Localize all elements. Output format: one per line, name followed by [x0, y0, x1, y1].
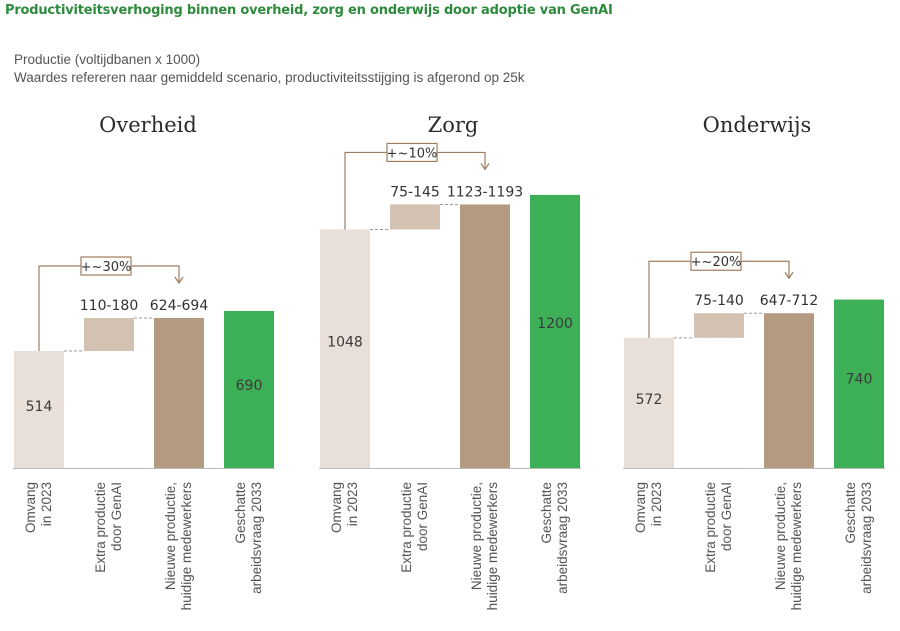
growth-arrow-icon-zorg [480, 163, 490, 171]
bar-nieuwe-onderwijs [764, 313, 814, 468]
category-label-geschatte-onderwijs: Geschattearbeidsvraag 2033 [843, 482, 874, 594]
category-label-omvang-overheid: Omvangin 2023 [23, 482, 54, 533]
data-label-nieuwe-zorg: 1123-1193 [447, 184, 523, 200]
bar-nieuwe-overheid [154, 318, 204, 468]
category-label-nieuwe-zorg: Nieuwe productie,huidige medewerkers [469, 482, 500, 611]
page-title: Productiviteitsverhoging binnen overheid… [5, 3, 613, 18]
bar-extra-zorg [390, 204, 440, 230]
data-label-extra-zorg: 75-145 [390, 184, 440, 200]
bar-extra-overheid [84, 318, 134, 352]
bar-extra-onderwijs [694, 313, 744, 338]
category-label-geschatte-overheid: Geschattearbeidsvraag 2033 [233, 482, 264, 594]
growth-label-zorg: +~10% [387, 146, 438, 161]
chart-subtitle-unit: Productie (voltijdbanen x 1000) [14, 52, 201, 67]
chart-subtitle-note: Waardes refereren naar gemiddeld scenari… [14, 70, 525, 85]
category-label-nieuwe-onderwijs: Nieuwe productie,huidige medewerkers [773, 482, 804, 611]
bar-nieuwe-zorg [460, 204, 510, 468]
bar-geschatte-overheid [224, 310, 274, 468]
category-label-geschatte-zorg: Geschattearbeidsvraag 2033 [539, 482, 570, 594]
bar-omvang-onderwijs [624, 337, 674, 468]
panel-title-onderwijs: Onderwijs [703, 113, 812, 137]
data-label-nieuwe-onderwijs: 647-712 [760, 293, 819, 309]
data-label-nieuwe-overheid: 624-694 [150, 298, 209, 314]
panel-title-zorg: Zorg [428, 113, 479, 137]
data-label-extra-onderwijs: 75-140 [694, 293, 744, 309]
data-label-omvang-zorg: 1048 [327, 335, 363, 351]
growth-box-onderwijs [690, 251, 742, 271]
category-label-omvang-onderwijs: Omvangin 2023 [633, 482, 664, 533]
growth-box-zorg [386, 142, 438, 163]
data-label-omvang-overheid: 514 [26, 399, 53, 415]
data-label-geschatte-overheid: 690 [236, 378, 263, 394]
data-label-omvang-onderwijs: 572 [636, 392, 663, 408]
growth-arrow-icon-overheid [174, 276, 184, 285]
bar-geschatte-onderwijs [834, 299, 884, 468]
category-label-extra-overheid: Extra productiedoor GenAI [93, 482, 124, 573]
growth-label-onderwijs: +~20% [691, 255, 742, 270]
growth-label-overheid: +~30% [81, 260, 132, 275]
bar-omvang-zorg [320, 229, 370, 468]
bar-omvang-overheid [14, 351, 64, 468]
category-label-extra-onderwijs: Extra productiedoor GenAI [703, 482, 734, 573]
bar-geschatte-zorg [530, 194, 580, 468]
category-label-nieuwe-overheid: Nieuwe productie,huidige medewerkers [163, 482, 194, 611]
data-label-geschatte-zorg: 1200 [537, 316, 573, 332]
panel-title-overheid: Overheid [99, 113, 197, 137]
category-label-extra-zorg: Extra productiedoor GenAI [399, 482, 430, 573]
data-label-extra-overheid: 110-180 [80, 298, 139, 314]
data-label-geschatte-onderwijs: 740 [846, 372, 873, 388]
category-label-omvang-zorg: Omvangin 2023 [329, 482, 360, 533]
growth-box-overheid [80, 256, 132, 276]
growth-arrow-icon-onderwijs [784, 271, 794, 280]
